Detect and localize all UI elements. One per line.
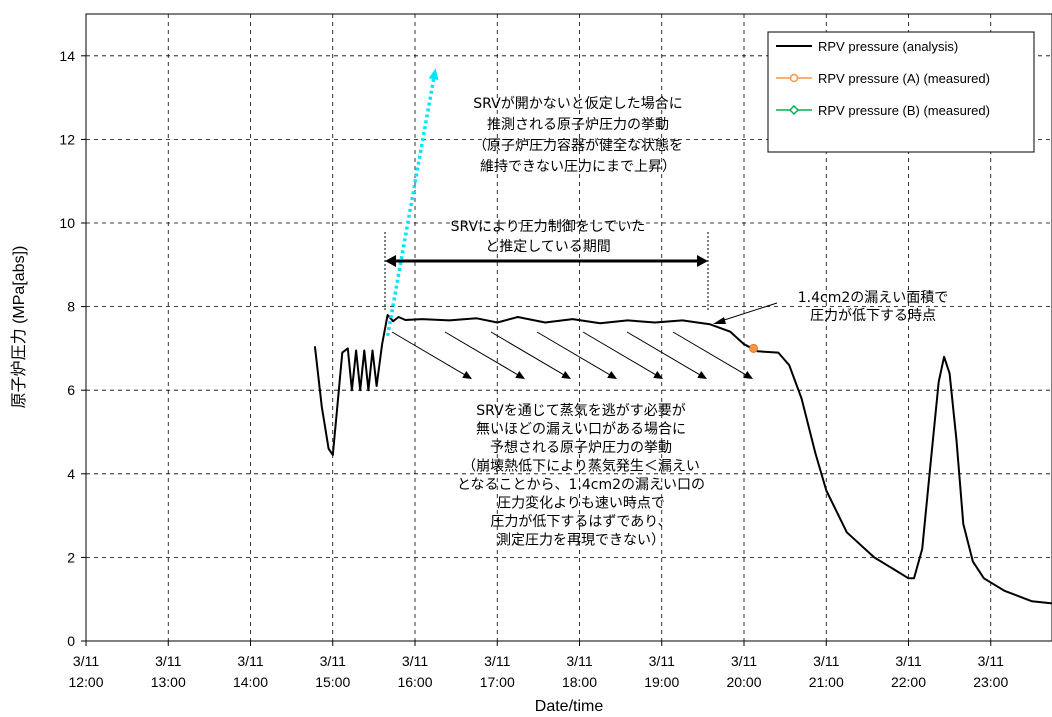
srv-not-open-line-0: SRVが開かないと仮定した場合に — [473, 96, 682, 112]
leak-line-4: となることから、1.4cm2の漏えい口の — [457, 477, 705, 493]
series-layer — [313, 68, 1052, 605]
x-tick-date-7: 3/11 — [649, 653, 675, 669]
y-tick-label-6: 12 — [59, 131, 75, 147]
x-tick-date-9: 3/11 — [813, 653, 839, 669]
hatch-arrow-head-0 — [462, 370, 472, 379]
leak-line-3: （崩壊熱低下により蒸気発生＜漏えい — [462, 459, 700, 475]
leak-time-line-0: 1.4cm2の漏えい面積で — [798, 290, 949, 306]
leak-pointer-head — [713, 317, 726, 324]
hatch-arrow-line-0 — [391, 331, 469, 378]
x-tick-date-6: 3/11 — [566, 653, 592, 669]
hatch-arrow-head-1 — [515, 370, 525, 379]
x-tick-date-11: 3/11 — [978, 653, 1004, 669]
y-tick-label-1: 2 — [67, 549, 75, 565]
hatch-arrow-line-4 — [582, 331, 660, 378]
legend-marker-measured-b — [788, 104, 800, 116]
x-tick-time-1: 13:00 — [151, 674, 186, 690]
legend-label-measured-b: RPV pressure (B) (measured) — [818, 103, 990, 118]
hatch-arrow-line-6 — [672, 331, 750, 378]
legend-marker-measured-a — [789, 73, 799, 83]
x-tick-time-5: 17:00 — [480, 674, 515, 690]
legend: RPV pressure (analysis) RPV pressure (A)… — [767, 31, 1035, 153]
x-axis-title: Date/time — [535, 698, 604, 715]
hatch-arrow-head-3 — [607, 370, 617, 379]
y-tick-label-5: 10 — [59, 215, 75, 231]
y-axis-ticks: 0 2 4 6 8 10 12 14 — [59, 48, 86, 649]
hatch-arrow-line-1 — [444, 331, 522, 378]
series-srv-closed-arrowhead — [428, 68, 439, 81]
leak-time-line-1: 圧力が低下する時点 — [810, 308, 936, 324]
y-tick-label-3: 6 — [67, 382, 75, 398]
x-tick-time-4: 16:00 — [397, 674, 432, 690]
srv-not-open-line-3: 維持できない圧力にまで上昇） — [480, 159, 676, 175]
period-arrow-right-head — [697, 255, 708, 267]
x-tick-time-6: 18:00 — [562, 674, 597, 690]
x-tick-time-0: 12:00 — [68, 674, 103, 690]
x-tick-date-3: 3/11 — [320, 653, 346, 669]
hatch-arrow-head-2 — [561, 370, 571, 379]
hatch-arrow-head-4 — [653, 370, 663, 379]
srv-period-line-1: と推定している期間 — [485, 239, 611, 255]
legend-label-measured-a: RPV pressure (A) (measured) — [818, 71, 990, 86]
x-tick-date-2: 3/11 — [237, 653, 263, 669]
hatch-arrow-line-5 — [626, 331, 704, 378]
srv-not-open-line-1: 推測される原子炉圧力の挙動 — [487, 117, 669, 133]
y-tick-label-0: 0 — [67, 633, 75, 649]
leak-line-1: 無いほどの漏えい口がある場合に — [476, 422, 686, 438]
hatch-arrow-line-2 — [490, 331, 568, 378]
leak-line-0: SRVを通じて蒸気を逃がす必要が — [476, 403, 685, 419]
hatch-arrow-line-3 — [536, 331, 614, 378]
leak-time-pointer — [713, 302, 778, 324]
x-tick-date-8: 3/11 — [731, 653, 757, 669]
x-tick-time-2: 14:00 — [233, 674, 268, 690]
hatch-arrow-head-6 — [743, 370, 753, 379]
y-tick-label-7: 14 — [59, 48, 75, 64]
x-tick-date-0: 3/11 — [73, 653, 99, 669]
x-tick-time-7: 19:00 — [644, 674, 679, 690]
y-tick-label-2: 4 — [67, 466, 75, 482]
grid — [86, 14, 1052, 641]
x-tick-date-1: 3/11 — [155, 653, 181, 669]
x-tick-time-10: 22:00 — [891, 674, 926, 690]
x-tick-time-3: 15:00 — [315, 674, 350, 690]
leak-line-7: 測定圧力を再現できない） — [497, 533, 665, 549]
x-tick-time-11: 23:00 — [973, 674, 1008, 690]
series-measured-a-point-0 — [749, 343, 759, 353]
leak-pointer-line — [717, 302, 778, 323]
leak-line-5: 圧力変化よりも速い時点で — [497, 495, 665, 512]
series-analysis-line — [313, 314, 1052, 605]
annotation-leak: SRVを通じて蒸気を逃がす必要が無いほどの漏えい口がある場合に予想される原子炉圧… — [457, 403, 705, 549]
leak-line-2: 予想される原子炉圧力の挙動 — [490, 440, 672, 456]
hatch-arrows — [391, 331, 753, 379]
x-tick-time-9: 21:00 — [809, 674, 844, 690]
x-tick-time-8: 20:00 — [726, 674, 761, 690]
x-tick-date-5: 3/11 — [484, 653, 510, 669]
leak-line-6: 圧力が低下するはずであり、 — [490, 514, 671, 530]
srv-period-line-0: SRVにより圧力制御をしていた — [451, 219, 646, 235]
legend-box — [767, 31, 1035, 153]
x-axis-ticks: 3/11 12:00 3/11 13:00 3/11 14:00 3/11 15:00 3/11… — [68, 641, 1008, 690]
srv-period-indicator — [384, 232, 709, 310]
y-axis-title: 原子炉圧力 (MPa[abs]) — [10, 246, 28, 409]
x-tick-date-10: 3/11 — [895, 653, 921, 669]
srv-not-open-line-2: （原子炉圧力容器が健全な状態を — [473, 137, 683, 154]
period-arrow-left-head — [385, 255, 396, 267]
legend-label-analysis: RPV pressure (analysis) — [818, 39, 958, 54]
hatch-arrow-head-5 — [697, 370, 707, 379]
y-tick-label-4: 8 — [67, 299, 75, 315]
series-srv-closed-line — [385, 78, 436, 337]
x-tick-date-4: 3/11 — [402, 653, 428, 669]
